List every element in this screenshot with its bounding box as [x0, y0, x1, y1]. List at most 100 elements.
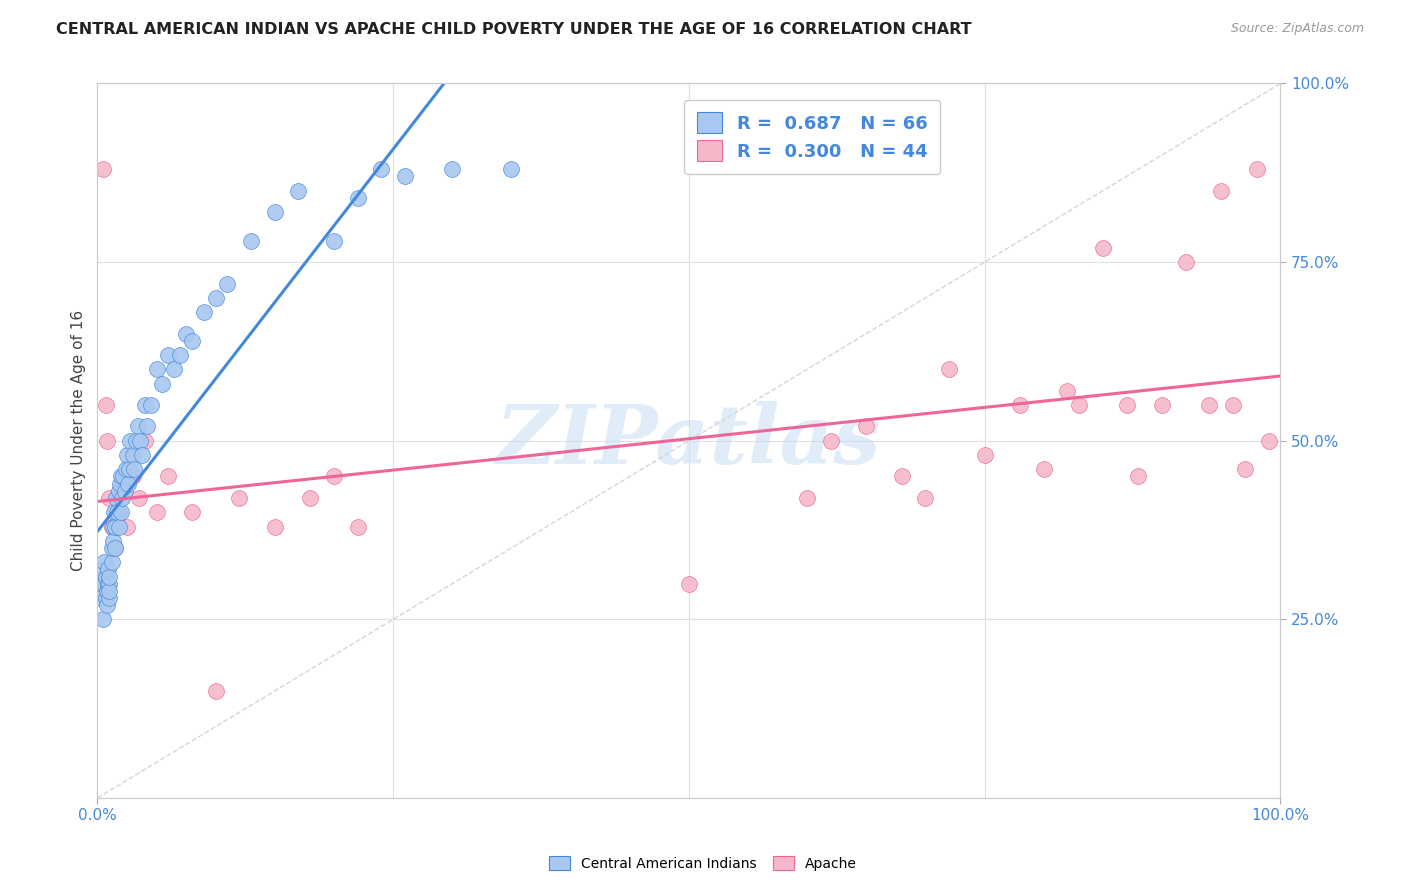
Point [93, 555, 115, 569]
Point [152, 376, 174, 391]
Point [346, 519, 368, 533]
Point [1257, 434, 1279, 448]
Point [323, 234, 346, 248]
Point [93, 576, 115, 591]
Point [110, 505, 132, 519]
Point [97, 562, 120, 576]
Point [125, 434, 148, 448]
Point [107, 519, 129, 533]
Point [299, 491, 322, 505]
Point [104, 519, 127, 533]
Point [157, 348, 180, 362]
Point [1115, 398, 1137, 412]
Point [131, 448, 153, 462]
Point [134, 434, 156, 448]
Point [1233, 462, 1256, 476]
Point [128, 491, 150, 505]
Point [1246, 162, 1268, 177]
Point [938, 362, 960, 376]
Point [110, 491, 132, 505]
Point [1010, 398, 1032, 412]
Point [90, 591, 112, 605]
Point [169, 348, 191, 362]
Point [134, 398, 156, 412]
Point [94, 569, 117, 583]
Point [129, 434, 152, 448]
Point [115, 448, 138, 462]
Point [104, 541, 127, 555]
Point [204, 291, 226, 305]
Point [501, 162, 523, 177]
Point [112, 469, 135, 483]
Point [104, 541, 127, 555]
Point [98, 583, 121, 598]
Text: ZIPatlas: ZIPatlas [496, 401, 882, 481]
Point [890, 469, 912, 483]
Point [1056, 384, 1078, 398]
Point [101, 519, 124, 533]
Point [103, 505, 125, 519]
Point [94, 398, 117, 412]
Point [100, 541, 122, 555]
Text: CENTRAL AMERICAN INDIAN VS APACHE CHILD POVERTY UNDER THE AGE OF 16 CORRELATION : CENTRAL AMERICAN INDIAN VS APACHE CHILD … [56, 22, 972, 37]
Point [108, 476, 131, 491]
Point [121, 448, 143, 462]
Point [91, 562, 114, 576]
Point [114, 483, 136, 498]
Point [346, 191, 368, 205]
Point [1174, 255, 1197, 269]
Point [107, 505, 129, 519]
Point [263, 205, 285, 219]
Point [107, 505, 129, 519]
Point [117, 476, 139, 491]
Point [120, 434, 142, 448]
Point [127, 419, 149, 434]
Point [114, 462, 136, 476]
Point [441, 162, 464, 177]
Point [96, 583, 118, 598]
Point [97, 576, 120, 591]
Point [96, 598, 118, 612]
Point [100, 555, 122, 569]
Point [217, 277, 239, 291]
Point [1032, 462, 1054, 476]
Point [122, 462, 145, 476]
Point [193, 305, 215, 319]
Point [394, 169, 416, 184]
Point [1152, 398, 1174, 412]
Point [91, 612, 114, 626]
Point [287, 184, 309, 198]
Point [914, 491, 936, 505]
Point [105, 491, 128, 505]
Point [121, 469, 143, 483]
Point [174, 326, 197, 341]
Legend: Central American Indians, Apache: Central American Indians, Apache [543, 850, 863, 876]
Point [240, 234, 263, 248]
Point [820, 434, 842, 448]
Point [796, 491, 818, 505]
Point [91, 576, 114, 591]
Text: Source: ZipAtlas.com: Source: ZipAtlas.com [1230, 22, 1364, 36]
Point [101, 533, 124, 548]
Point [107, 483, 129, 498]
Y-axis label: Child Poverty Under the Age of 16: Child Poverty Under the Age of 16 [72, 310, 86, 571]
Point [973, 448, 995, 462]
Point [1128, 469, 1150, 483]
Point [118, 462, 141, 476]
Point [111, 491, 134, 505]
Point [181, 505, 204, 519]
Point [181, 334, 204, 348]
Point [98, 569, 121, 583]
Point [678, 576, 700, 591]
Point [98, 591, 121, 605]
Point [98, 576, 121, 591]
Point [370, 162, 392, 177]
Point [1091, 241, 1114, 255]
Point [94, 591, 117, 605]
Point [145, 362, 167, 376]
Point [855, 419, 877, 434]
Point [263, 519, 285, 533]
Point [163, 362, 186, 376]
Point [100, 519, 122, 533]
Point [1069, 398, 1091, 412]
